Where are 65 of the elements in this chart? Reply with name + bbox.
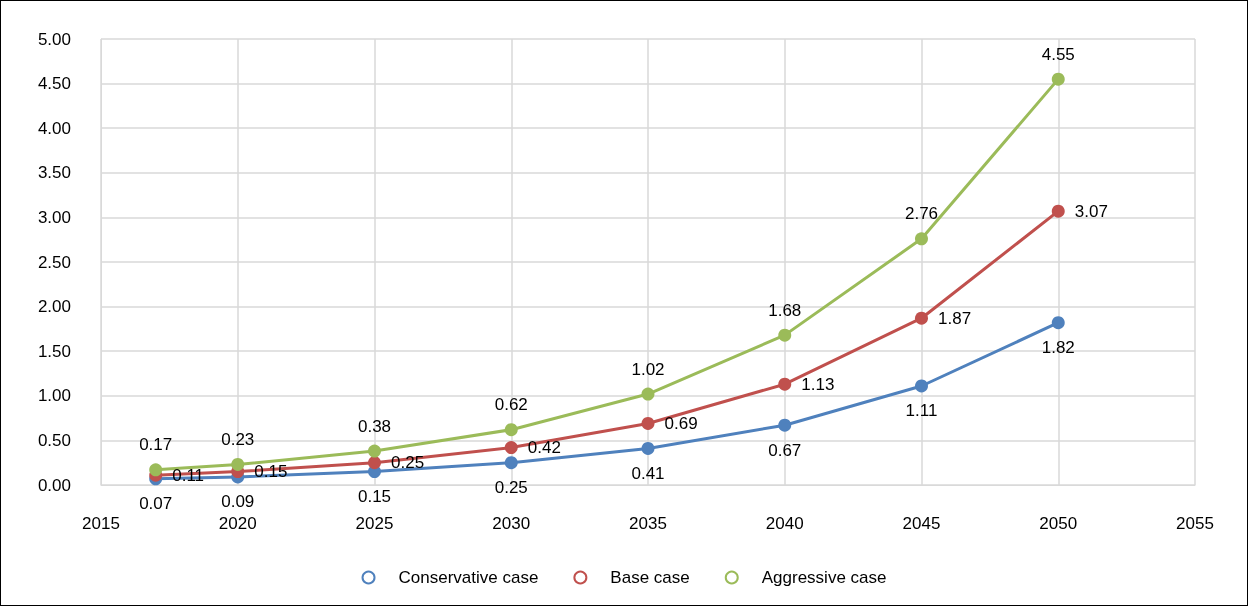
point: [504, 423, 518, 437]
point: [915, 379, 928, 393]
point: [915, 311, 928, 325]
legend-label: Base case: [610, 568, 690, 587]
data-label: 0.38: [357, 416, 392, 436]
y-tick-label: 0.00: [37, 475, 71, 495]
y-tick-label: 3.00: [37, 207, 71, 227]
x-tick-label: 2035: [629, 514, 667, 533]
y-tick-label: 4.00: [37, 118, 71, 138]
data-label: 1.87: [938, 308, 972, 328]
point: [778, 328, 792, 342]
y-tick-label: 0.50: [37, 430, 71, 450]
legend-label: Aggressive case: [761, 568, 887, 587]
point: [149, 463, 163, 477]
point: [504, 441, 518, 455]
point: [1051, 72, 1065, 86]
point: [778, 418, 792, 432]
x-tick-label: 2025: [355, 514, 394, 533]
point: [368, 456, 381, 470]
y-tick-label: 4.50: [37, 74, 71, 94]
data-label: 1.02: [631, 359, 665, 379]
y-tick-label: 3.50: [37, 163, 71, 183]
data-label: 0.11: [172, 465, 205, 485]
x-tick-label: 2015: [82, 514, 120, 533]
point: [231, 457, 245, 471]
data-label: 1.68: [768, 300, 802, 320]
data-label: 0.25: [494, 478, 528, 498]
point: [641, 441, 655, 455]
x-tick-label: 2050: [1039, 514, 1078, 533]
data-label: 0.62: [494, 395, 528, 415]
data-label: 1.13: [801, 374, 835, 394]
data-label: 0.67: [768, 440, 802, 460]
x-tick-label: 2020: [218, 514, 257, 533]
y-tick-label: 1.00: [37, 386, 71, 406]
data-label: 1.82: [1041, 338, 1075, 358]
point: [1051, 204, 1065, 218]
data-label: 0.17: [139, 435, 173, 455]
data-label: 0.41: [631, 463, 665, 483]
point: [778, 377, 792, 391]
y-tick-label: 2.50: [37, 252, 71, 272]
point: [641, 416, 655, 430]
point: [915, 232, 928, 246]
data-label: 0.69: [664, 413, 698, 433]
data-label: 3.07: [1074, 201, 1108, 221]
data-label: 0.15: [254, 462, 288, 482]
data-label: 2.76: [904, 204, 939, 224]
data-label: 0.15: [357, 487, 392, 507]
y-tick-label: 1.50: [37, 341, 71, 361]
x-tick-label: 2055: [1176, 514, 1214, 533]
data-label: 4.55: [1041, 44, 1075, 64]
point: [504, 456, 518, 470]
data-label: 0.42: [527, 438, 561, 458]
point: [1051, 316, 1065, 330]
y-tick-label: 5.00: [37, 29, 71, 49]
point: [368, 444, 381, 458]
data-label: 0.23: [221, 429, 255, 449]
x-tick-label: 2045: [902, 514, 941, 533]
point: [641, 387, 655, 401]
x-tick-label: 2030: [492, 514, 531, 533]
y-tick-label: 2.00: [37, 297, 71, 317]
x-tick-label: 2040: [765, 514, 804, 533]
data-label: 0.09: [221, 492, 255, 512]
data-label: 0.07: [139, 494, 173, 514]
data-label: 1.11: [905, 401, 938, 421]
legend-label: Conservative case: [398, 568, 539, 587]
